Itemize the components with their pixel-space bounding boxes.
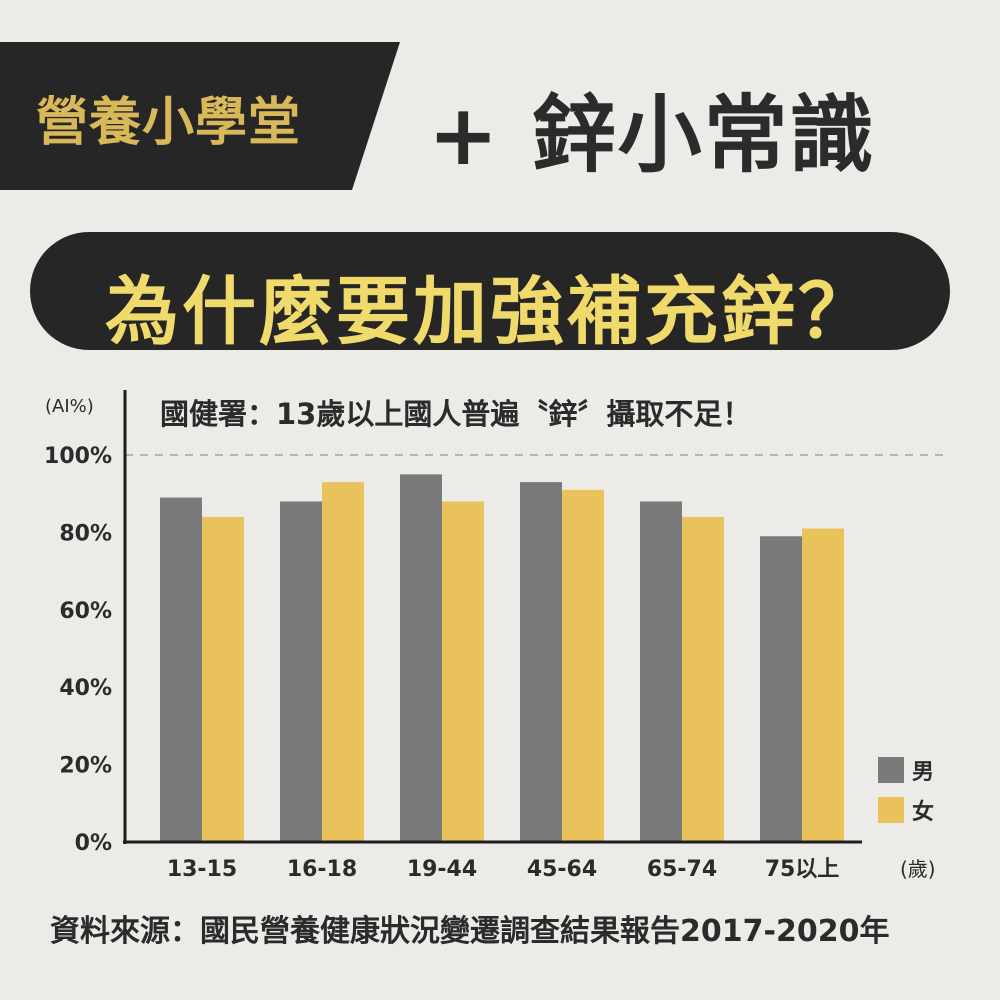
x-tick-label: 45-64 [527,857,597,882]
chart-title: 國健署：13歲以上國人普遍〝鋅〞攝取不足！ [160,397,751,431]
badge-band [0,42,400,190]
bar-13-15-女 [202,516,244,842]
y-tick-label: 60% [59,599,112,624]
legend-swatch-男 [878,757,904,783]
x-tick-label: 13-15 [167,857,237,882]
bar-65-74-男 [640,501,682,842]
y-tick-label: 40% [59,676,112,701]
y-axis-label: (AI%) [45,396,94,417]
legend-label: 女 [912,799,934,825]
bar-45-64-男 [520,482,562,842]
x-tick-label: 65-74 [647,857,717,882]
bar-75以上-女 [802,528,844,842]
source-note: 資料來源：國民營養健康狀況變遷調查結果報告2017-2020年 [50,914,890,949]
x-tick-label: 75以上 [765,857,840,882]
bar-19-44-女 [442,501,484,842]
x-axis-label: (歲) [900,857,936,881]
legend-swatch-女 [878,797,904,823]
bar-16-18-女 [322,482,364,842]
bar-45-64-女 [562,489,604,842]
legend-label: 男 [912,760,934,785]
question-banner: 為什麼要加強補充鋅？ [30,232,950,355]
question-text: 為什麼要加強補充鋅？ [105,269,875,355]
bar-13-15-男 [160,497,202,842]
bar-75以上-男 [760,536,802,842]
y-tick-label: 20% [59,754,112,779]
bar-16-18-男 [280,501,322,842]
y-tick-label: 100% [44,444,112,469]
badge-title: 營養小學堂 [36,93,302,153]
page-title: + 鋅小常識 [428,86,876,184]
bar-19-44-男 [400,474,442,842]
bar-65-74-女 [682,516,724,842]
y-tick-label: 80% [59,521,112,546]
x-tick-label: 19-44 [407,857,477,882]
x-tick-label: 16-18 [287,857,357,882]
y-tick-label: 0% [75,831,112,856]
